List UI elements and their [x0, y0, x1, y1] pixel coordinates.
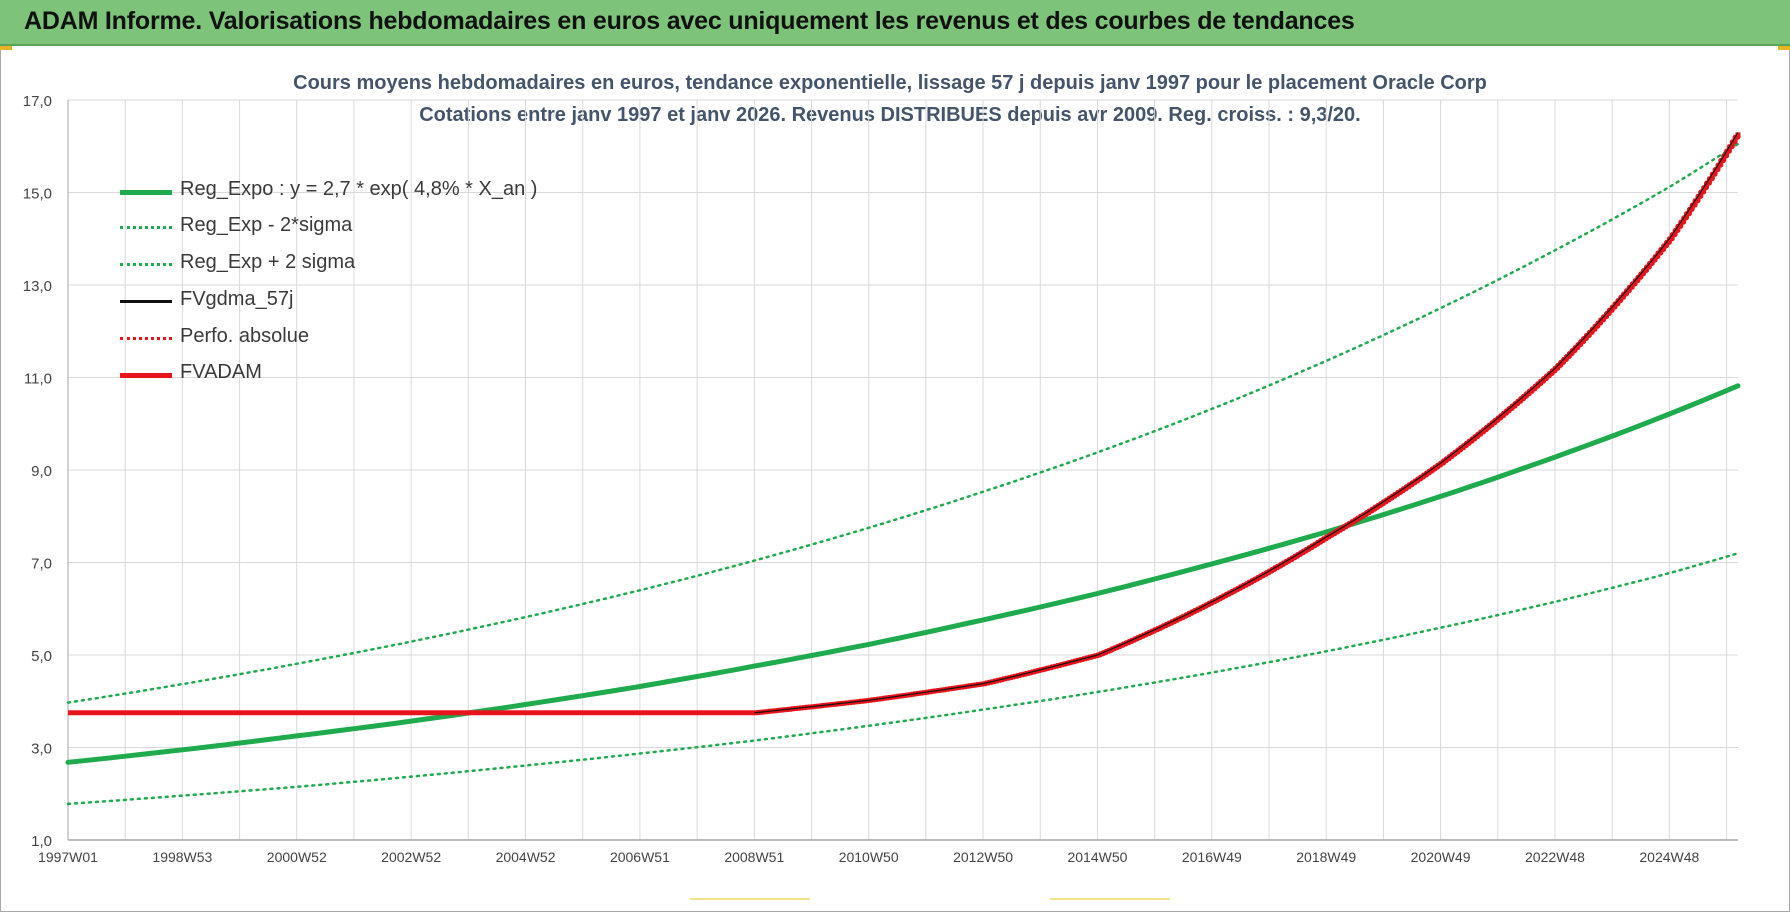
legend-swatch	[120, 190, 172, 195]
x-tick-label: 2014W50	[1067, 849, 1127, 865]
chart-title-line2: Cotations entre janv 1997 et janv 2026. …	[419, 104, 1361, 126]
x-tick-label: 2024W48	[1639, 849, 1699, 865]
report-header: ADAM Informe. Valorisations hebdomadaire…	[0, 0, 1790, 46]
legend-label: FVADAM	[180, 361, 262, 383]
y-tick-label: 3,0	[31, 741, 52, 758]
legend-label: Reg_Expo : y = 2,7 * exp( 4,8% * X_an )	[180, 178, 538, 200]
y-tick-label: 7,0	[31, 556, 52, 573]
legend-swatch	[120, 226, 172, 229]
legend-swatch	[120, 373, 172, 378]
y-tick-label: 5,0	[31, 648, 52, 665]
y-tick-label: 13,0	[23, 278, 52, 295]
legend-label: Reg_Exp + 2 sigma	[180, 251, 356, 273]
y-tick-label: 15,0	[23, 186, 52, 203]
bottom-mark-left	[690, 898, 810, 900]
series-fvgdma-line	[754, 132, 1739, 714]
legend-swatch	[120, 263, 172, 266]
legend-label: Perfo. absolue	[180, 325, 309, 347]
x-tick-label: 2022W48	[1525, 849, 1585, 865]
x-tick-label: 2000W52	[267, 849, 327, 865]
y-tick-label: 17,0	[23, 93, 52, 110]
series-reg-expo-line	[65, 383, 1741, 765]
chart-title-line1: Cours moyens hebdomadaires en euros, ten…	[293, 72, 1487, 94]
x-tick-label: 2002W52	[381, 849, 441, 865]
y-tick-label: 9,0	[31, 463, 52, 480]
x-tick-label: 2006W51	[610, 849, 670, 865]
series-reg-plus-2sigma-line	[66, 142, 1740, 704]
corner-mark-left	[0, 46, 12, 50]
x-tick-label: 2020W49	[1411, 849, 1471, 865]
legend-label: FVgdma_57j	[180, 288, 294, 310]
x-tick-label: 1997W01	[38, 849, 98, 865]
bottom-mark-right	[1050, 898, 1170, 900]
x-tick-label: 1998W53	[152, 849, 212, 865]
corner-mark-right	[1778, 46, 1790, 50]
y-tick-label: 11,0	[24, 371, 52, 388]
y-tick-label: 1,0	[31, 833, 52, 850]
series-reg-minus-2sigma-line	[66, 552, 1740, 806]
x-tick-label: 2016W49	[1182, 849, 1242, 865]
x-tick-label: 2004W52	[496, 849, 556, 865]
legend-swatch	[120, 300, 172, 303]
legend-label: Reg_Exp - 2*sigma	[180, 214, 353, 236]
x-tick-label: 2012W50	[953, 849, 1013, 865]
x-tick-label: 2008W51	[724, 849, 784, 865]
x-tick-label: 2010W50	[839, 849, 899, 865]
legend-swatch	[120, 337, 172, 340]
x-tick-label: 2018W49	[1296, 849, 1356, 865]
report-title: ADAM Informe. Valorisations hebdomadaire…	[24, 7, 1355, 35]
